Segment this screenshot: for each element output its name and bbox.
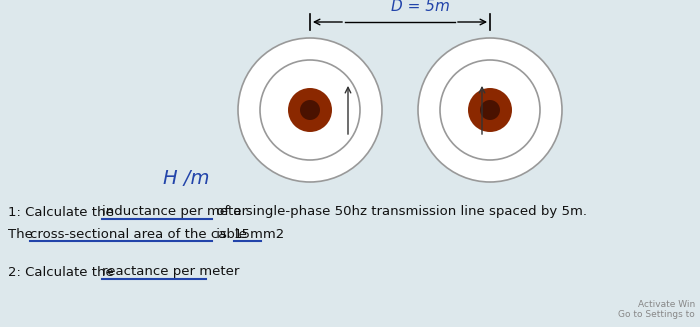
- Text: inductance per meter: inductance per meter: [102, 205, 246, 218]
- Text: cross-sectional area of the cable: cross-sectional area of the cable: [30, 228, 247, 240]
- Circle shape: [238, 38, 382, 182]
- Circle shape: [468, 88, 512, 132]
- Text: 15mm2: 15mm2: [234, 228, 285, 240]
- Text: 1: Calculate the: 1: Calculate the: [8, 205, 118, 218]
- Text: Activate Win: Activate Win: [638, 300, 695, 309]
- Text: D = 5m: D = 5m: [391, 0, 449, 14]
- Text: Go to Settings to: Go to Settings to: [618, 310, 695, 319]
- Circle shape: [480, 100, 500, 120]
- Text: 2: Calculate the: 2: Calculate the: [8, 266, 118, 279]
- Circle shape: [260, 60, 360, 160]
- Text: is: is: [212, 228, 231, 240]
- Text: of a single-phase 50hz transmission line spaced by 5m.: of a single-phase 50hz transmission line…: [212, 205, 587, 218]
- Circle shape: [418, 38, 562, 182]
- Text: The: The: [8, 228, 37, 240]
- Text: H /m: H /m: [163, 168, 209, 187]
- Text: reactance per meter: reactance per meter: [102, 266, 239, 279]
- Circle shape: [300, 100, 320, 120]
- Circle shape: [288, 88, 332, 132]
- Circle shape: [440, 60, 540, 160]
